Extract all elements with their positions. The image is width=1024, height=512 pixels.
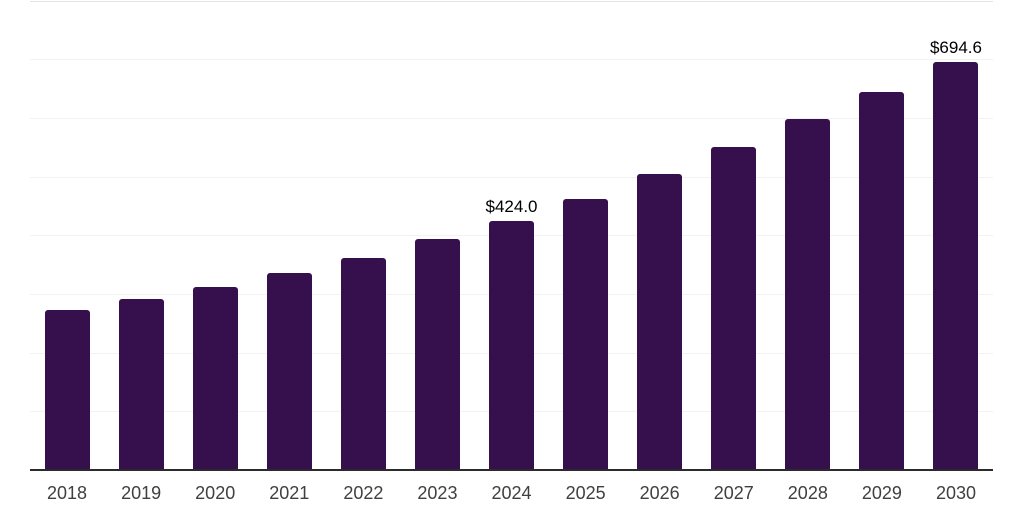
x-tick-label-2022: 2022 <box>343 483 384 503</box>
x-tick-label-2024: 2024 <box>491 483 532 503</box>
bar-2020 <box>192 286 238 470</box>
x-tick-label-2019: 2019 <box>121 483 162 503</box>
x-tick-label-2026: 2026 <box>639 483 680 503</box>
x-tick-label-2029: 2029 <box>861 483 902 503</box>
bar-2023 <box>414 239 460 470</box>
plot-area: $424.0 $694.6 <box>30 0 993 472</box>
gridline <box>30 176 993 178</box>
bar-2021 <box>266 272 312 470</box>
bar-2022 <box>340 258 386 470</box>
x-tick-label-2025: 2025 <box>565 483 606 503</box>
bar-2024 <box>489 221 534 470</box>
plot-top-border-line <box>30 0 993 2</box>
x-tick-label-2018: 2018 <box>47 483 88 503</box>
x-tick-label-2030: 2030 <box>935 483 976 503</box>
bar-2025 <box>563 199 609 470</box>
x-tick-label-2028: 2028 <box>787 483 828 503</box>
bar-2029 <box>859 92 905 470</box>
x-tick-label-2023: 2023 <box>417 483 458 503</box>
bar-2028 <box>785 119 831 470</box>
bar-2030 <box>933 62 979 470</box>
gridline <box>30 59 993 61</box>
bar-2019 <box>118 298 164 470</box>
bar-2026 <box>637 173 683 470</box>
bar-2018 <box>44 309 90 470</box>
gridline <box>30 117 993 119</box>
bar-2027 <box>711 146 757 470</box>
data-label-2030: $694.6 <box>929 38 982 58</box>
x-axis-tick-labels: 2018 2019 2020 2021 2022 2023 2024 2025 2026 2027… <box>30 483 993 504</box>
x-tick-label-2021: 2021 <box>269 483 310 503</box>
data-label-2024: $424.0 <box>485 197 538 217</box>
x-tick-label-2027: 2027 <box>713 483 754 503</box>
x-axis-line <box>30 469 993 471</box>
x-tick-label-2020: 2020 <box>195 483 236 503</box>
